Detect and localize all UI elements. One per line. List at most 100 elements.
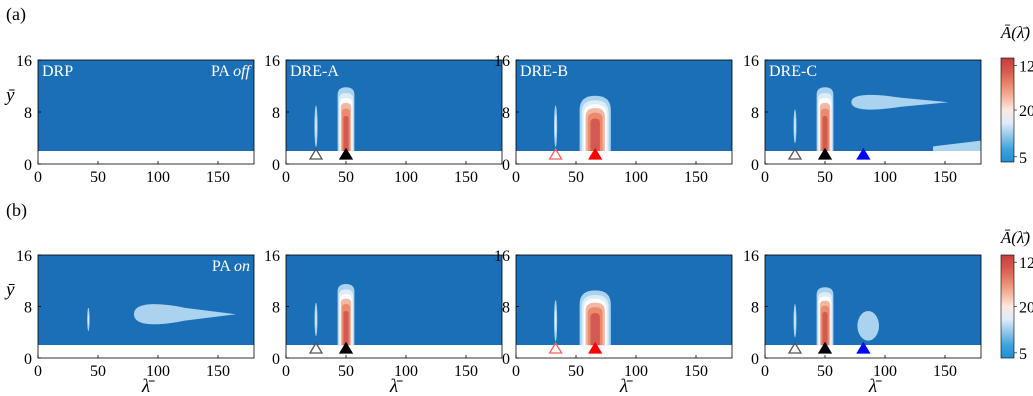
y-tick-label: 0 (24, 351, 32, 368)
lambda-marker (338, 147, 354, 160)
y-tick-label: 8 (751, 300, 759, 317)
x-tick-label: 0 (761, 363, 769, 380)
contour-background (516, 60, 732, 151)
y-tick-label: 0 (272, 157, 280, 174)
y-tick-label: 0 (272, 351, 280, 368)
colorbar-tick-label: 120 (1019, 255, 1033, 272)
panel-annotation: PA on (212, 258, 250, 275)
y-tick-label: 16 (743, 53, 759, 70)
lambda-marker (856, 341, 871, 354)
colorbar-label: Ā(λ̄) (1000, 23, 1030, 42)
row-label-a: (a) (6, 4, 26, 25)
y-tick-label: 16 (264, 248, 280, 265)
panel-3: DRE-B 0 50 100 150 0 8 16 (494, 53, 733, 186)
y-tick-label: 0 (24, 157, 32, 174)
lambda-marker (817, 341, 833, 354)
wall-region (38, 345, 254, 358)
colorbar-tick-label: 20 (1019, 103, 1033, 120)
y-tick-label: 16 (494, 53, 510, 70)
panel-title: DRP (42, 63, 73, 80)
panel-title: DRE-A (290, 63, 339, 80)
contour-background (286, 255, 502, 346)
x-tick-label: 150 (933, 363, 957, 380)
colorbar-tick-label: 120 (1019, 58, 1033, 75)
x-tick-label: 100 (873, 363, 897, 380)
x-tick-label: 150 (454, 169, 478, 186)
x-tick-label: 0 (34, 363, 42, 380)
streak-core (794, 117, 796, 136)
colorbar-1: Ā(λ̄) 120 20 5 (1000, 23, 1033, 167)
lambda-marker (338, 341, 354, 354)
contour-features (87, 304, 236, 331)
lambda-marker (787, 341, 803, 354)
streak-core (87, 313, 89, 326)
x-tick-label: 150 (684, 363, 708, 380)
y-tick-label: 16 (264, 53, 280, 70)
contour-background (286, 60, 502, 151)
peak-level-6 (343, 311, 349, 346)
streak-core (554, 309, 557, 332)
x-tick-label: 100 (873, 169, 897, 186)
y-axis-label: ȳ (4, 85, 15, 106)
x-tick-label: 150 (206, 363, 230, 380)
x-tick-label: 100 (146, 363, 170, 380)
y-tick-label: 0 (502, 351, 510, 368)
peak-level-6 (590, 312, 600, 346)
contour-features (793, 87, 981, 151)
x-tick-label: 150 (933, 169, 957, 186)
y-tick-label: 0 (751, 157, 759, 174)
lambda-marker (588, 147, 603, 160)
x-tick-label: 0 (512, 169, 520, 186)
y-tick-label: 8 (502, 300, 510, 317)
lambda-marker (787, 147, 803, 160)
y-tick-label: 16 (16, 248, 32, 265)
wall-region (516, 151, 732, 164)
x-tick-label: 50 (568, 363, 584, 380)
x-tick-label: 100 (624, 363, 648, 380)
x-tick-label: 100 (394, 169, 418, 186)
y-axis-label: ȳ (4, 280, 15, 301)
x-tick-label: 0 (282, 169, 290, 186)
x-tick-label: 150 (454, 363, 478, 380)
wall-region (286, 151, 502, 164)
contour-features (793, 287, 879, 346)
x-tick-label: 0 (282, 363, 290, 380)
contour-background (38, 60, 254, 151)
lambda-marker (548, 341, 563, 354)
x-tick-label: 50 (338, 169, 354, 186)
x-tick-label: 0 (34, 169, 42, 186)
lambda-marker (588, 341, 603, 354)
colorbar-2: Ā(λ̄) 120 20 5 (1000, 228, 1033, 363)
streak-core (315, 310, 317, 329)
wedge-contour (933, 140, 981, 151)
contour-features (314, 283, 355, 346)
y-tick-label: 8 (24, 105, 32, 122)
lambda-marker (856, 147, 871, 160)
streak-core (794, 311, 796, 330)
panel-annotation: PA off (211, 63, 253, 80)
lambda-marker (817, 147, 833, 160)
y-tick-label: 0 (751, 351, 759, 368)
lambda-marker (308, 147, 324, 160)
peak-level-6 (343, 115, 349, 151)
y-tick-label: 16 (743, 248, 759, 265)
colorbar-tick-label: 5 (1019, 346, 1027, 363)
y-tick-label: 0 (502, 157, 510, 174)
contour-features (314, 87, 355, 151)
colorbar-tick-label: 20 (1019, 300, 1033, 317)
y-tick-label: 16 (494, 248, 510, 265)
wall-region (516, 345, 732, 358)
peak-level-6 (822, 115, 828, 151)
panel-title: DRE-B (520, 63, 568, 80)
streak-core (554, 114, 557, 138)
x-tick-label: 100 (394, 363, 418, 380)
panel-title: DRE-C (769, 63, 817, 80)
wall-region (765, 345, 981, 358)
wall-region (765, 151, 981, 164)
peak-level-6 (590, 118, 600, 151)
